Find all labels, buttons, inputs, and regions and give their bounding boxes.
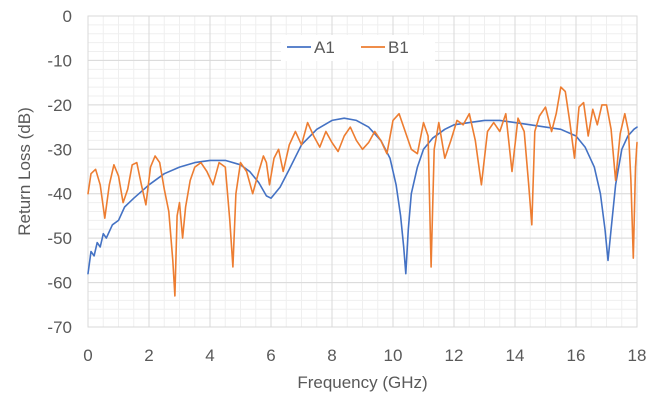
y-tick-label: -50 bbox=[47, 229, 72, 248]
x-tick-label: 12 bbox=[445, 346, 464, 365]
y-tick-label: -40 bbox=[47, 185, 72, 204]
plot-frame bbox=[87, 15, 638, 328]
y-tick-label: -60 bbox=[47, 274, 72, 293]
x-tick-label: 0 bbox=[83, 346, 92, 365]
x-axis-title: Frequency (GHz) bbox=[297, 373, 427, 392]
series-line-b1 bbox=[87, 86, 638, 297]
x-axis-tick-labels: 0 2 4 6 8 10 12 14 16 18 bbox=[83, 346, 646, 365]
y-tick-label: 0 bbox=[63, 7, 72, 26]
legend: A1 B1 bbox=[281, 35, 435, 61]
x-tick-label: 10 bbox=[384, 346, 403, 365]
legend-label-b1: B1 bbox=[388, 38, 409, 57]
x-tick-label: 4 bbox=[205, 346, 214, 365]
legend-label-a1: A1 bbox=[314, 38, 335, 57]
x-tick-label: 18 bbox=[628, 346, 647, 365]
y-tick-label: -70 bbox=[47, 318, 72, 337]
y-tick-label: -10 bbox=[47, 51, 72, 70]
y-tick-label: -30 bbox=[47, 140, 72, 159]
x-tick-label: 16 bbox=[567, 346, 586, 365]
y-tick-label: -20 bbox=[47, 96, 72, 115]
x-tick-label: 14 bbox=[506, 346, 525, 365]
y-axis-title: Return Loss (dB) bbox=[15, 107, 34, 236]
x-tick-label: 6 bbox=[266, 346, 275, 365]
series-layer bbox=[87, 86, 638, 297]
x-tick-label: 8 bbox=[327, 346, 336, 365]
legend-background bbox=[281, 35, 435, 61]
x-tick-label: 2 bbox=[144, 346, 153, 365]
y-axis-tick-labels: 0 -10 -20 -30 -40 -50 -60 -70 bbox=[47, 7, 72, 337]
